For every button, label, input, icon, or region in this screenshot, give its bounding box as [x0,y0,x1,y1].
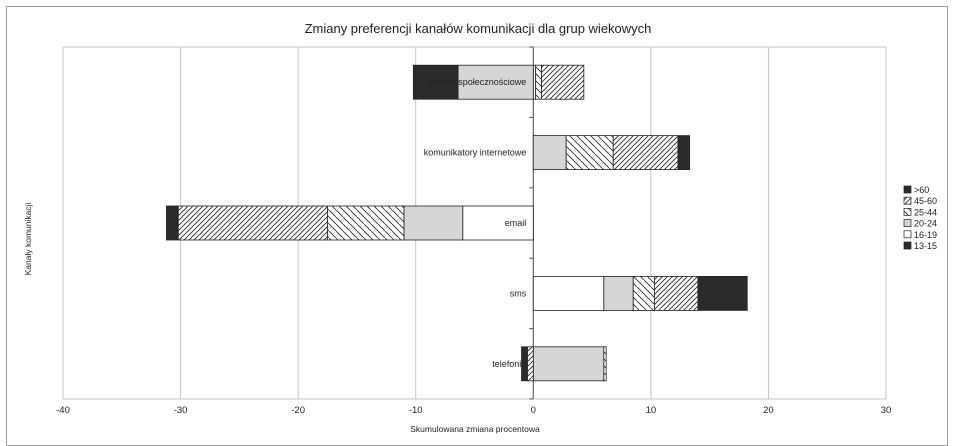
legend-label: 13-15 [914,241,937,251]
x-tick-label: 30 [881,405,892,416]
bar-segment-20-24 [603,275,634,311]
x-tick-label: -30 [174,405,188,416]
bar-segment->60 [521,346,528,382]
bar-segment-25-44 [535,64,542,100]
bar-segment->60 [412,64,459,100]
bar-segment-45-60 [177,205,328,241]
chart-svg: Zmiany preferencji kanałów komunikacji d… [23,21,937,434]
bar-segment-25-44 [565,135,614,171]
bar-segment-45-60 [527,346,534,382]
bar-segment-25-44 [603,346,607,382]
bar-segment-45-60 [653,275,699,311]
category-label: portale społecznościowe [428,77,526,87]
legend-swatch [903,241,912,250]
category-label: sms [510,288,527,298]
legend-swatch [903,219,912,227]
category-label: telefonia [492,359,526,369]
legend-label: 20-24 [914,219,937,229]
bar-segment-45-60 [541,64,585,100]
x-tick-label: -20 [291,405,305,416]
bar-segment-45-60 [612,135,679,171]
legend-label: 45-60 [914,196,937,206]
x-tick-label: 10 [646,405,657,416]
legend-swatch [903,196,912,205]
category-label: email [505,218,527,228]
category-label: komunikatory internetowe [424,148,527,158]
legend-swatch [903,185,912,194]
chart-title: Zmiany preferencji kanałów komunikacji d… [305,21,652,36]
bar-segment-20-24 [403,205,464,241]
bar-segment-25-44 [327,205,405,241]
bars [166,64,748,382]
bar-segment->60 [166,205,179,241]
bar-segment-25-44 [632,275,655,311]
x-tick-label: -10 [409,405,423,416]
x-axis-title: Skumulowana zmiana procentowa [410,424,540,434]
x-tick-label: 20 [763,405,774,416]
x-tick-label: 0 [531,405,536,416]
bar-segment-20-24 [532,135,567,171]
legend-swatch [903,230,912,239]
legend-label: 25-44 [914,207,937,217]
bar-segment-20-24 [532,346,605,382]
bar-segment->60 [677,135,691,171]
legend-label: 16-19 [914,230,937,240]
legend-swatch [903,208,912,216]
chart-frame: Zmiany preferencji kanałów komunikacji d… [6,6,948,446]
x-tick-labels: -40 -30 -20 -10 0 10 20 30 [56,405,891,416]
bar-segment-16-19 [532,275,605,311]
y-axis-title: Kanały komunikacji [23,203,33,276]
x-tick-label: -40 [56,405,70,416]
legend-label: >60 [914,185,929,195]
category-labels: portale społecznościowe komunikatory inte… [424,77,527,369]
bar-segment->60 [697,275,748,311]
